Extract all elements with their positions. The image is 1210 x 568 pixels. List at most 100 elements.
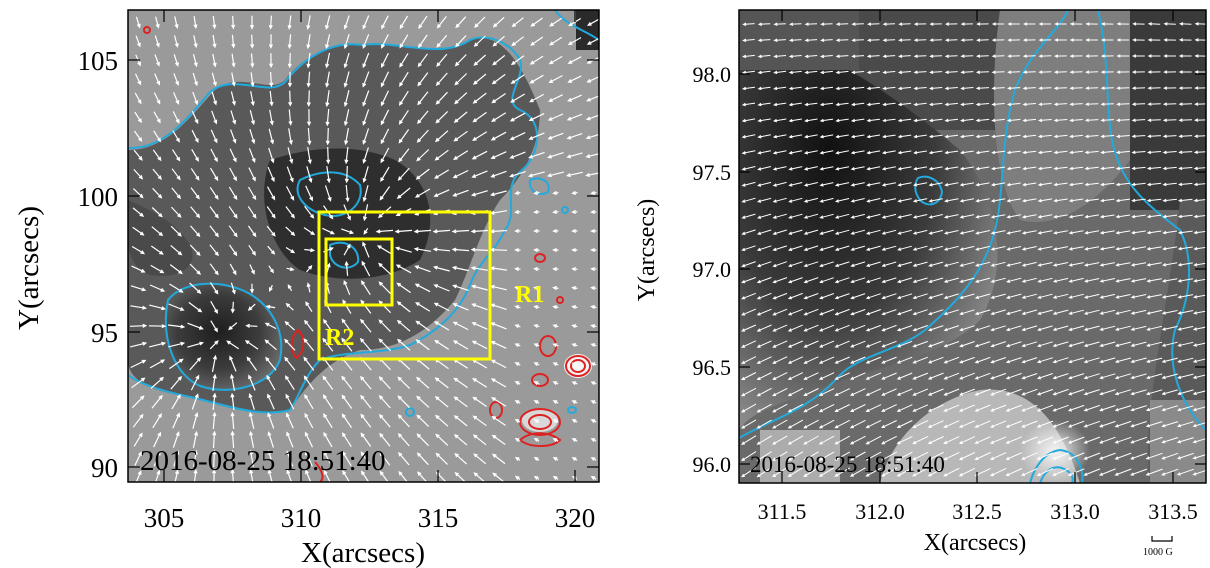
field-vector-arrow [1193,230,1206,235]
field-vector-arrow [415,168,430,180]
field-vector-arrow [230,110,237,125]
field-vector-arrow [395,264,412,274]
field-vector-arrow [1084,262,1100,267]
field-vector-arrow [897,277,913,284]
field-vector-arrow [1053,118,1068,123]
field-vector-arrow [974,372,991,380]
field-vector-arrow [742,38,755,42]
field-vector-arrow [210,320,218,333]
field-vector-arrow [849,467,866,477]
field-vector-arrow [528,113,545,121]
field-vector-arrow [413,247,431,252]
field-vector-arrow [341,337,353,352]
field-vector-arrow [343,243,351,256]
field-vector-arrow [452,189,469,197]
field-vector-arrow [434,414,449,427]
field-vector-arrow [772,340,788,348]
field-vector-arrow [1161,389,1178,396]
field-vector-arrow [1054,22,1067,26]
field-vector-arrow [991,70,1005,74]
field-vector-arrow [1099,405,1116,412]
field-vector-arrow [471,170,488,178]
field-vector-arrow [342,299,352,314]
field-vector-arrow [249,264,255,275]
field-vector-arrow [1163,86,1177,90]
right-timestamp: 2016-08-25 18:51:40 [750,452,945,477]
field-vector-arrow [306,109,312,127]
field-vector-arrow [344,260,349,276]
field-vector-arrow [896,404,913,412]
field-vector-arrow [928,118,943,123]
field-vector-arrow [881,261,897,267]
field-vector-arrow [530,17,543,27]
field-vector-arrow [958,467,976,477]
scale-bar-label: 1000 G [1143,547,1173,558]
field-vector-arrow [529,93,544,103]
field-vector-arrow [344,127,349,146]
field-vector-arrow [1052,436,1069,444]
field-vector-arrow [1177,294,1194,299]
field-vector-arrow [571,209,578,215]
field-vector-arrow [1083,452,1101,460]
field-vector-arrow [378,338,392,352]
field-vector-arrow [1193,294,1206,299]
field-vector-arrow [850,150,865,155]
field-vector-arrow [975,182,990,187]
field-vector-arrow [284,338,296,351]
field-vector-arrow [741,86,755,91]
field-vector-arrow [1038,70,1052,74]
field-vector-arrow [306,264,313,273]
field-vector-arrow [230,282,236,295]
field-vector-arrow [247,225,257,238]
field-vector-arrow [1116,22,1130,26]
field-vector-arrow [1114,389,1132,396]
field-vector-arrow [974,293,991,299]
field-vector-arrow [398,129,410,144]
field-vector-arrow [772,181,787,187]
field-vector-arrow [1147,102,1161,106]
field-vector-arrow [590,324,597,329]
field-vector-arrow [133,168,144,180]
field-vector-arrow [1114,468,1132,476]
field-vector-arrow [1036,420,1054,428]
field-vector-arrow [865,435,882,445]
field-vector-arrow [803,388,819,396]
field-vector-arrow [912,293,928,300]
field-vector-arrow [1037,134,1052,139]
field-vector-arrow [960,38,974,42]
field-vector-arrow [1021,404,1038,412]
field-vector-arrow [959,277,975,283]
field-vector-arrow [818,356,835,364]
left-image [128,10,599,482]
field-vector-arrow [850,182,865,187]
field-vector-arrow [928,150,943,155]
field-vector-arrow [1068,230,1084,235]
field-vector-arrow [959,309,975,316]
field-vector-arrow [944,134,959,139]
field-vector-arrow [453,130,468,142]
field-vector-arrow [590,400,597,405]
field-vector-arrow [1100,102,1114,106]
field-vector-arrow [134,451,142,466]
field-vector-arrow [975,150,990,155]
field-vector-arrow [741,150,756,155]
field-vector-arrow [882,86,896,91]
field-vector-arrow [229,167,237,182]
field-vector-arrow [803,356,819,364]
region-r1-box [317,210,492,361]
field-vector-arrow [286,431,294,448]
field-vector-arrow [913,38,927,42]
field-vector-arrow [849,419,866,429]
field-vector-arrow [757,181,772,187]
field-vector-arrow [209,186,219,200]
field-vector-arrow [912,261,928,267]
field-vector-arrow [381,34,389,49]
field-vector-arrow [492,54,506,66]
field-vector-arrow [976,54,989,58]
field-vector-arrow [1115,278,1131,283]
field-vector-arrow [491,415,506,426]
field-vector-arrow [172,431,180,448]
field-vector-arrow [343,279,351,296]
field-vector-arrow [850,356,866,364]
field-vector-arrow [416,149,430,162]
